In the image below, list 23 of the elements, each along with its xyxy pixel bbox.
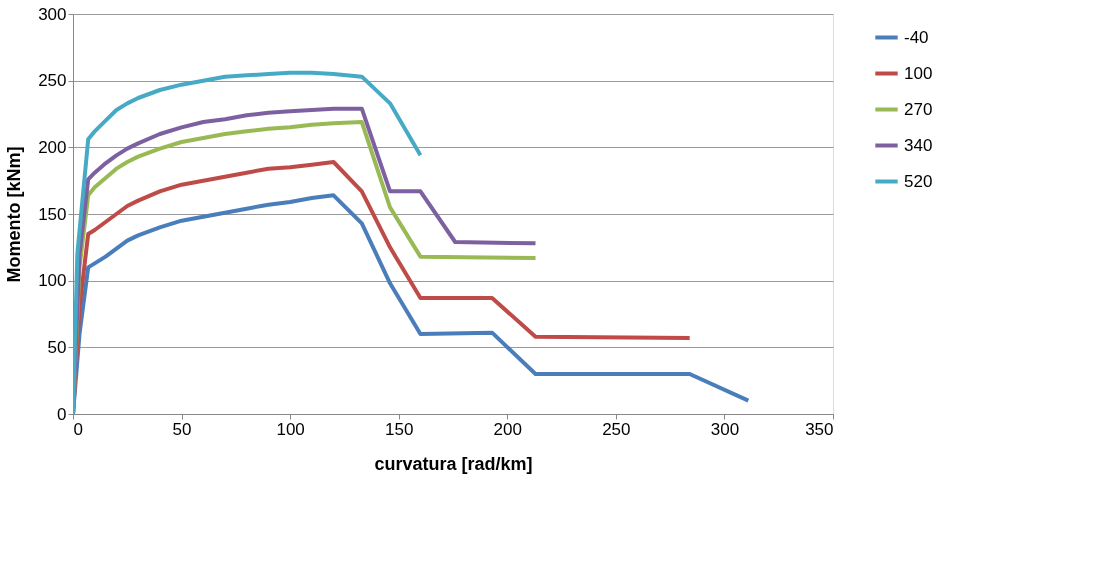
y-axis-title: Momento [kNm] xyxy=(4,146,25,283)
x-tick-label: 50 xyxy=(172,419,192,439)
legend-label: 340 xyxy=(904,135,933,155)
legend-label: 520 xyxy=(904,171,933,191)
x-axis-title: curvatura [rad/km] xyxy=(374,453,533,474)
y-tick-label: 200 xyxy=(38,137,67,157)
y-tick-label: 300 xyxy=(38,4,67,24)
line-series xyxy=(73,70,423,414)
y-tick-label: 150 xyxy=(38,204,67,224)
y-tick-label: 0 xyxy=(57,404,67,424)
x-tick-label: 100 xyxy=(276,419,305,439)
y-tick-label: 100 xyxy=(38,271,67,291)
x-tick-label: 350 xyxy=(805,419,834,439)
legend-label: 100 xyxy=(904,63,933,83)
legend-label: -40 xyxy=(904,27,929,47)
x-tick-label: 0 xyxy=(73,419,83,439)
x-tick-label: 150 xyxy=(385,419,414,439)
x-tick-label: 250 xyxy=(602,419,631,439)
y-tick-label: 250 xyxy=(38,71,67,91)
x-tick-label: 200 xyxy=(493,419,522,439)
y-tick-label: 50 xyxy=(47,337,67,357)
x-tick-label: 300 xyxy=(710,419,740,439)
legend-label: 270 xyxy=(904,99,933,119)
